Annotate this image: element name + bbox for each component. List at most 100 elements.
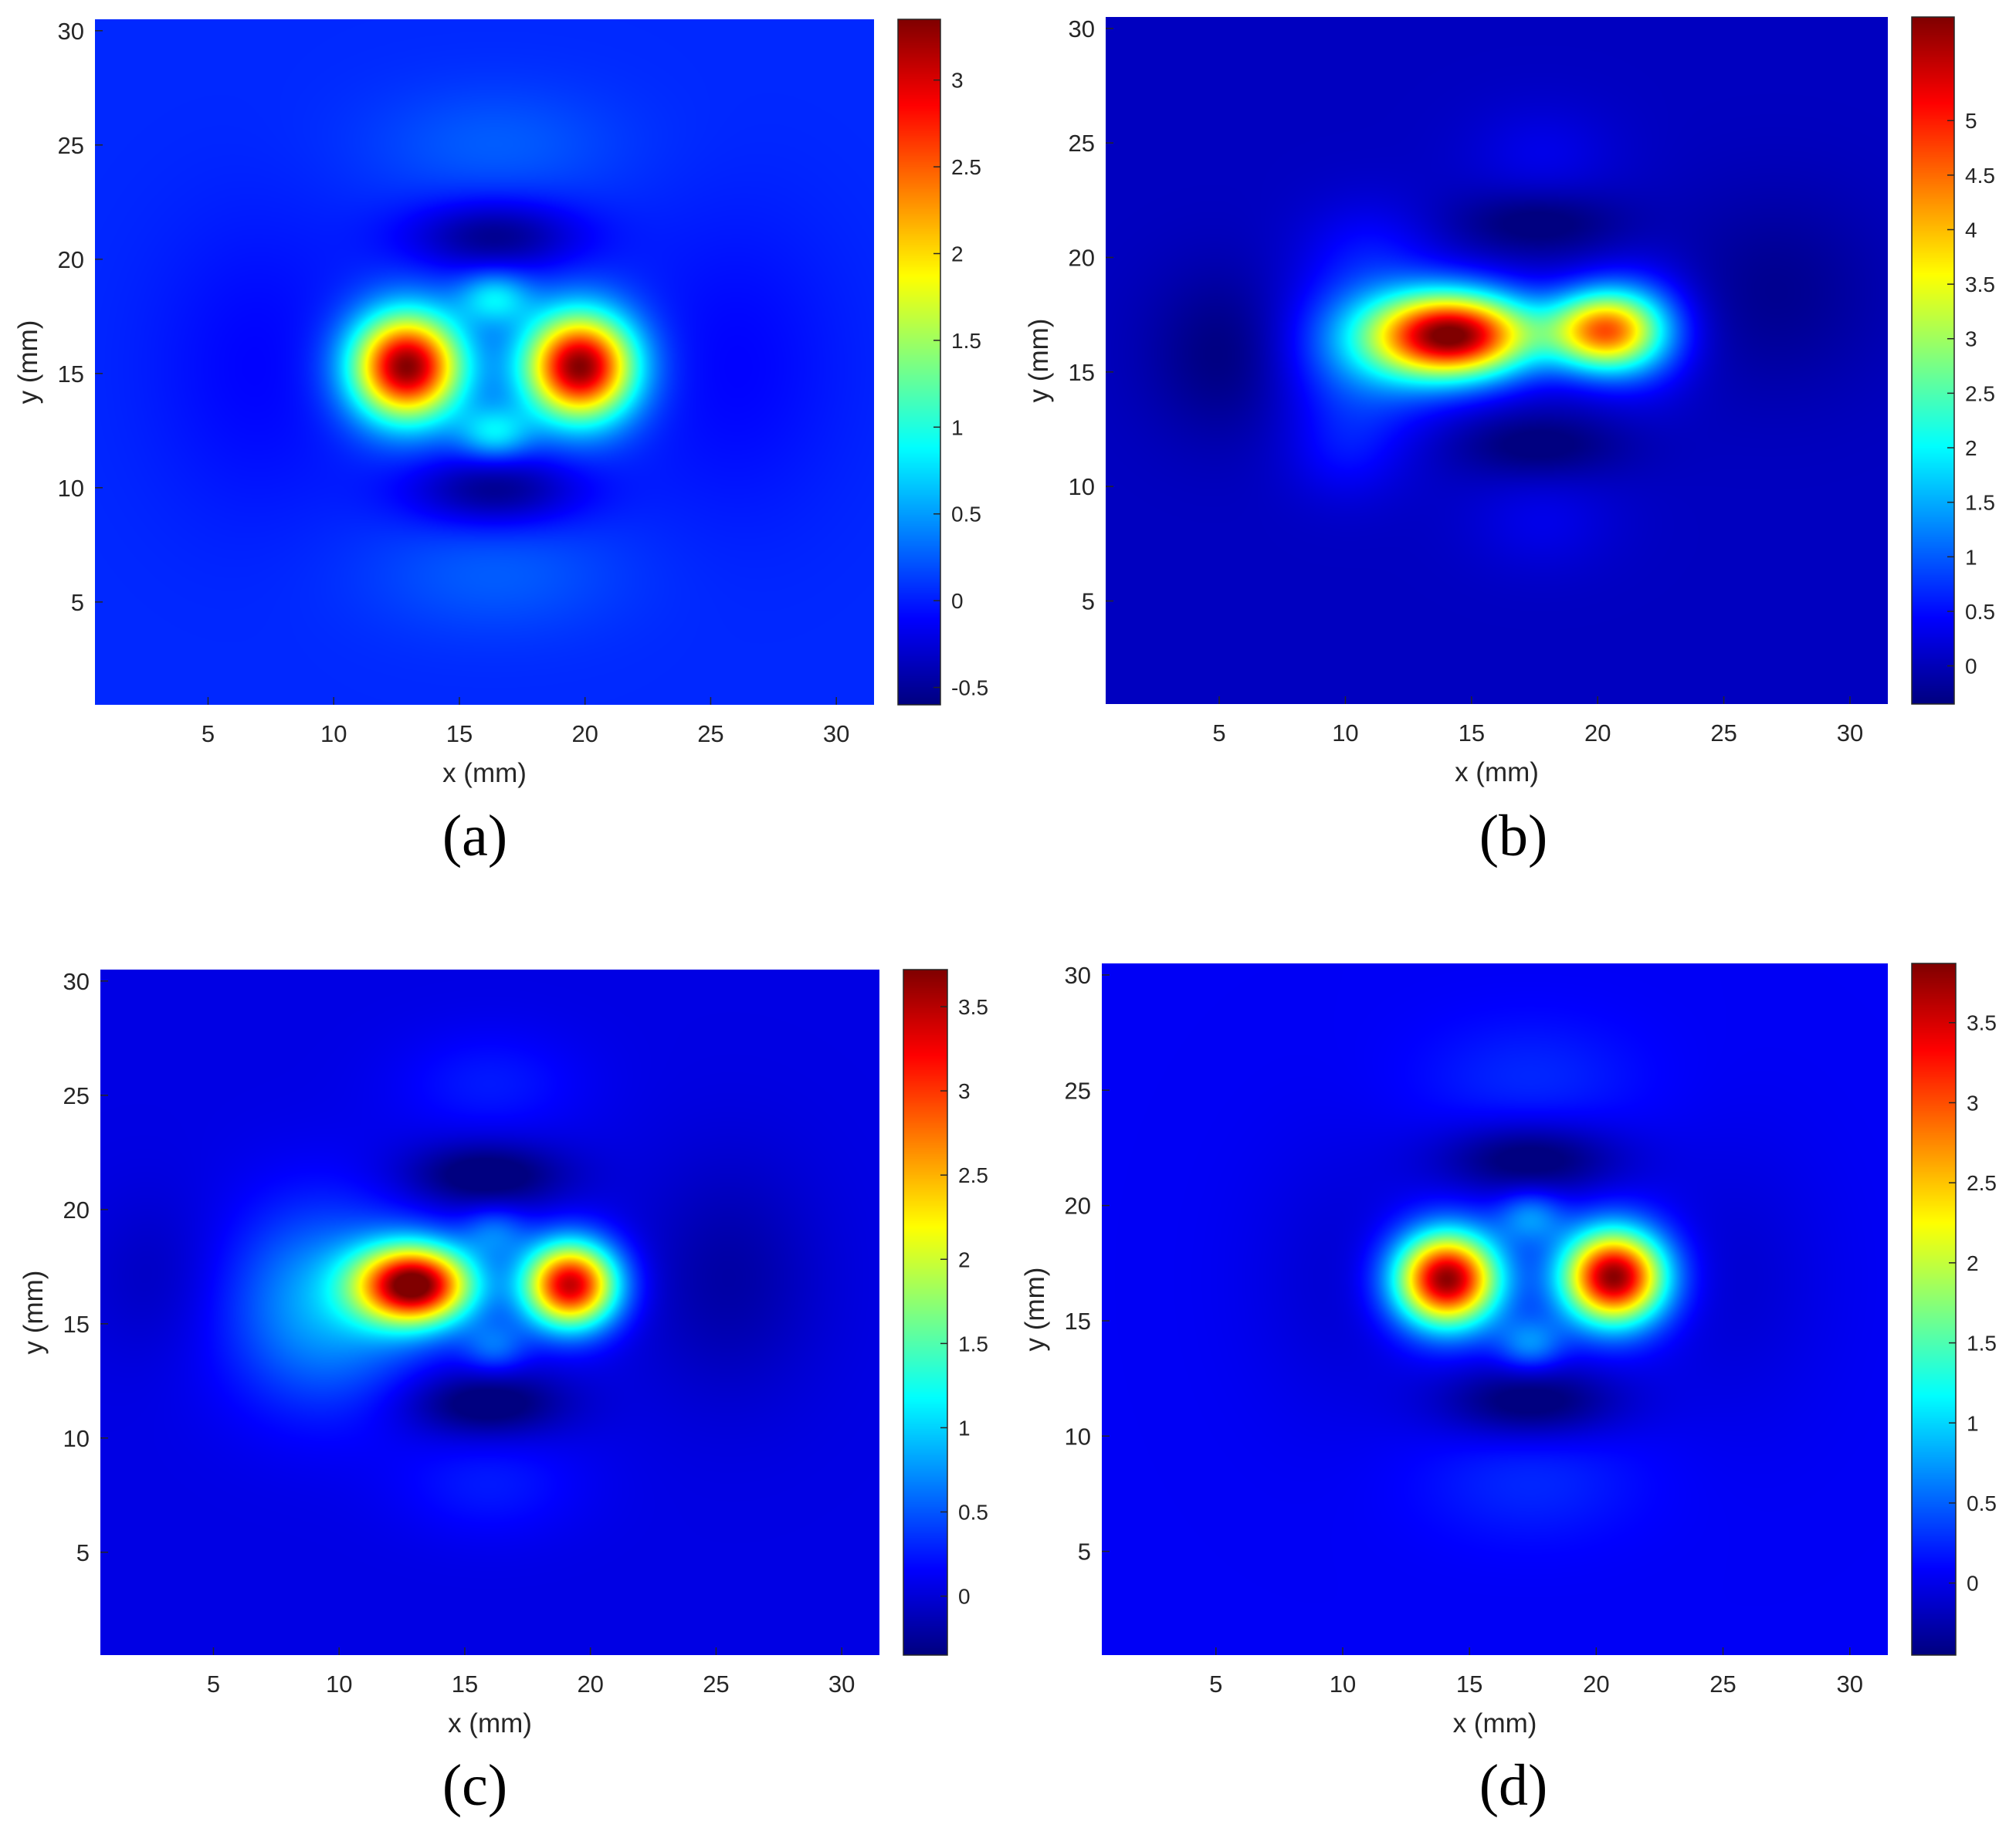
x-tick-label: 20 [577,1671,603,1698]
colorbar-tick-label: 0 [951,589,964,613]
colorbar-tick-label: 4.5 [1965,164,1995,188]
y-tick-label: 30 [1065,962,1091,989]
colorbar-tick-label: 1.5 [1965,491,1995,515]
colorbar-tick-label: 3 [1967,1091,1979,1115]
colorbar-a [898,19,940,705]
x-tick-label: 5 [207,1671,220,1698]
x-tick-label: 5 [1212,719,1225,746]
colorbar-tick-label: 0 [958,1585,971,1609]
colorbar-frame [1911,963,1957,1656]
x-axis-title: x (mm) [1455,757,1539,787]
heatmap-b [1106,17,1888,704]
x-tick-label: 25 [1709,1671,1736,1698]
panel-caption: (a) [442,804,508,868]
y-tick-label: 5 [71,589,84,616]
x-tick-label: 25 [1710,719,1736,746]
colorbar-tick-label: 3.5 [958,995,988,1019]
colorbar-tick-label: 5 [1965,109,1977,133]
panel-caption: (d) [1479,1753,1548,1818]
y-tick-label: 25 [63,1082,90,1109]
x-tick-label: 25 [697,720,723,747]
y-tick-label: 30 [1069,15,1095,42]
colorbar-tick-label: 2.5 [951,155,981,179]
y-tick-label: 20 [63,1197,90,1224]
colorbar-tick-label: 0 [1967,1572,1979,1596]
colorbar-frame [1911,16,1955,705]
colorbar-tick-label: 2.5 [1965,381,1995,405]
x-tick-label: 10 [320,720,347,747]
panel-b: 5 10 15 20 25 30 5 10 15 20 25 30 x (mm) y (mm) 0 0.5 1 1… [0,0,2016,922]
colorbar-b [1912,17,1954,704]
y-tick-label: 25 [1065,1077,1091,1104]
colorbar-tick-label: 2.5 [958,1163,988,1187]
colorbar-frame [897,19,941,706]
x-tick-label: 10 [1330,1671,1356,1698]
colorbar-tick-label: 1.5 [1967,1332,1997,1356]
colorbar-tick-label: 3 [958,1079,971,1103]
x-tick-label: 15 [452,1671,478,1698]
y-tick-label: 10 [58,475,84,502]
colorbar-c [903,970,947,1655]
y-axis-title: y (mm) [1024,319,1054,403]
colorbar-tick-label: 1 [1965,545,1977,569]
colorbar-tick-label: 4 [1965,218,1977,242]
y-tick-label: 15 [58,361,84,388]
y-axis-title: y (mm) [13,320,43,405]
x-tick-label: 20 [1584,719,1611,746]
x-tick-label: 30 [1836,1671,1862,1698]
panel-c: 5 10 15 20 25 30 5 10 15 20 25 30 x (mm) y (mm) 0 0.5 1 1… [19,968,988,1818]
y-axis-title: y (mm) [19,1271,49,1355]
colorbar-tick-label: -0.5 [951,676,988,700]
y-tick-label: 25 [1069,130,1095,157]
x-tick-label: 25 [703,1671,729,1698]
colorbar-tick-label: 2 [958,1247,971,1271]
colorbar-tick-label: 1.5 [951,329,981,353]
y-tick-label: 25 [58,132,84,159]
y-tick-label: 20 [1069,245,1095,272]
heatmap-c [100,970,879,1655]
colorbar-d [1912,963,1956,1655]
y-tick-label: 15 [63,1311,90,1338]
panel-caption: (b) [1479,804,1548,868]
x-tick-label: 20 [1583,1671,1609,1698]
axes-overlay-a: 5 10 15 20 25 30 5 10 15 20 25 30 x (mm) y (mm) -0.5 0 0… [13,18,988,788]
colorbar-tick-label: 0.5 [1967,1491,1997,1515]
colorbar-tick-label: 2 [951,242,964,266]
colorbar-tick-label: 0.5 [951,503,981,526]
colorbar-tick-label: 3 [1965,327,1977,351]
colorbar-tick-label: 1 [958,1416,971,1440]
x-axis-title: x (mm) [448,1708,532,1738]
y-tick-label: 5 [1078,1539,1091,1566]
y-tick-label: 5 [1082,588,1095,615]
x-tick-label: 5 [202,720,215,747]
y-axis-title: y (mm) [1020,1268,1050,1352]
x-tick-label: 15 [446,720,473,747]
x-tick-label: 20 [571,720,598,747]
colorbar-tick-label: 3.5 [1965,273,1995,296]
y-tick-label: 10 [63,1425,90,1452]
x-axis-title: x (mm) [1453,1708,1537,1738]
heatmap-a [95,19,874,705]
colorbar-tick-label: 0 [1965,655,1977,679]
axes-overlay-c: 5 10 15 20 25 30 5 10 15 20 25 30 x (mm) y (mm) 0 0.5 1 1… [19,968,988,1738]
colorbar-tick-label: 1.5 [958,1332,988,1356]
x-tick-label: 5 [1209,1671,1222,1698]
y-tick-label: 15 [1069,359,1095,386]
panel-a: 5 10 15 20 25 30 5 10 15 20 25 30 x (mm) y (mm) -0.5 0 0… [0,0,1008,922]
colorbar-frame [903,969,948,1656]
x-tick-label: 10 [326,1671,352,1698]
y-tick-label: 30 [58,18,84,45]
x-tick-label: 15 [1456,1671,1482,1698]
colorbar-tick-label: 1 [1967,1411,1979,1435]
heatmap-d [1102,963,1888,1655]
colorbar-tick-label: 3 [951,69,964,93]
x-axis-title: x (mm) [442,758,527,788]
colorbar-tick-label: 0.5 [1965,600,1995,624]
y-tick-label: 20 [1065,1193,1091,1220]
colorbar-tick-label: 2 [1965,436,1977,460]
y-tick-label: 20 [58,246,84,273]
x-tick-label: 30 [828,1671,855,1698]
